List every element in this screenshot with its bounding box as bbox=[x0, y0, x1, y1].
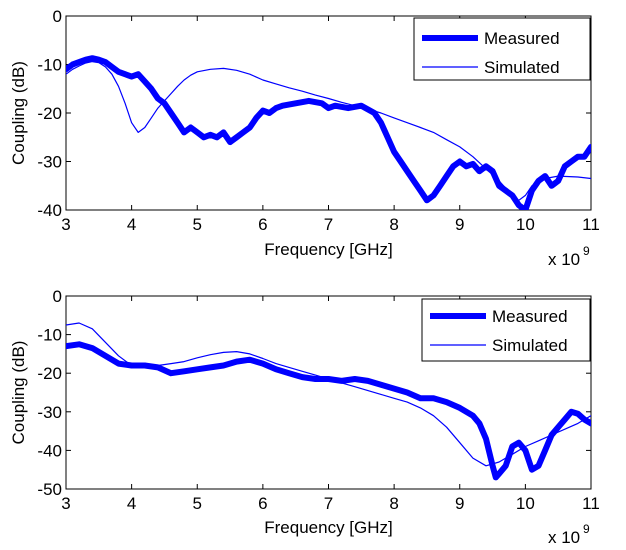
legend-label-simulated: Simulated bbox=[484, 58, 560, 77]
y-tick-label: -50 bbox=[37, 480, 62, 499]
y-tick-label: -20 bbox=[37, 364, 62, 383]
y-tick-label: 0 bbox=[53, 287, 62, 306]
x-axis-multiplier: x 10 bbox=[548, 250, 580, 269]
x-tick-label: 9 bbox=[455, 215, 464, 234]
y-tick-label: -40 bbox=[37, 441, 62, 460]
legend-box bbox=[413, 17, 591, 81]
x-tick-label: 10 bbox=[516, 215, 535, 234]
y-tick-label: -10 bbox=[37, 56, 62, 75]
series-line-measured bbox=[66, 55, 591, 210]
x-tick-label: 11 bbox=[582, 215, 600, 234]
chart-2: 3 4 5 6 7 8 9 10 11 0 -10 -20 -30 -40 -50 Frequency [GH… bbox=[9, 287, 600, 547]
x-tick-label: 8 bbox=[389, 494, 398, 513]
x-axis-multiplier-exponent: 9 bbox=[583, 244, 590, 258]
x-axis-multiplier-exponent: 9 bbox=[583, 522, 590, 536]
series-line-measured bbox=[66, 341, 591, 481]
y-tick-label: -20 bbox=[37, 104, 62, 123]
legend-label-simulated: Simulated bbox=[492, 336, 568, 355]
x-tick-label: 4 bbox=[127, 494, 136, 513]
legend: Measured Simulated bbox=[421, 298, 591, 362]
y-tick-label: 0 bbox=[53, 7, 62, 26]
x-tick-label: 11 bbox=[582, 494, 600, 513]
x-axis-label: Frequency [GHz] bbox=[264, 240, 393, 259]
y-axis-label: Coupling (dB) bbox=[9, 341, 28, 445]
y-tick-label: -30 bbox=[37, 403, 62, 422]
y-tick-label: -30 bbox=[37, 153, 62, 172]
x-tick-label: 4 bbox=[127, 215, 136, 234]
x-tick-label: 5 bbox=[193, 494, 202, 513]
legend: Measured Simulated bbox=[413, 17, 591, 81]
series-lines bbox=[66, 322, 591, 481]
chart-1: 3 4 5 6 7 8 9 10 11 0 -10 -20 -30 -40 Frequency [GHz] C… bbox=[9, 7, 600, 269]
x-tick-label: 8 bbox=[389, 215, 398, 234]
y-axis-label: Coupling (dB) bbox=[9, 61, 28, 165]
x-tick-label: 7 bbox=[324, 215, 333, 234]
x-tick-label: 6 bbox=[258, 215, 267, 234]
x-axis-multiplier: x 10 bbox=[548, 528, 580, 547]
x-axis-label: Frequency [GHz] bbox=[264, 518, 393, 537]
series-lines bbox=[66, 55, 591, 210]
legend-label-measured: Measured bbox=[492, 307, 568, 326]
x-tick-label: 3 bbox=[61, 494, 70, 513]
x-tick-label: 10 bbox=[516, 494, 535, 513]
x-tick-label: 5 bbox=[193, 215, 202, 234]
x-tick-label: 6 bbox=[258, 494, 267, 513]
x-tick-label: 7 bbox=[324, 494, 333, 513]
y-tick-label: -10 bbox=[37, 326, 62, 345]
y-tick-label: -40 bbox=[37, 201, 62, 220]
legend-label-measured: Measured bbox=[484, 29, 560, 48]
x-tick-label: 9 bbox=[455, 494, 464, 513]
x-tick-label: 3 bbox=[61, 215, 70, 234]
legend-box bbox=[421, 298, 591, 362]
